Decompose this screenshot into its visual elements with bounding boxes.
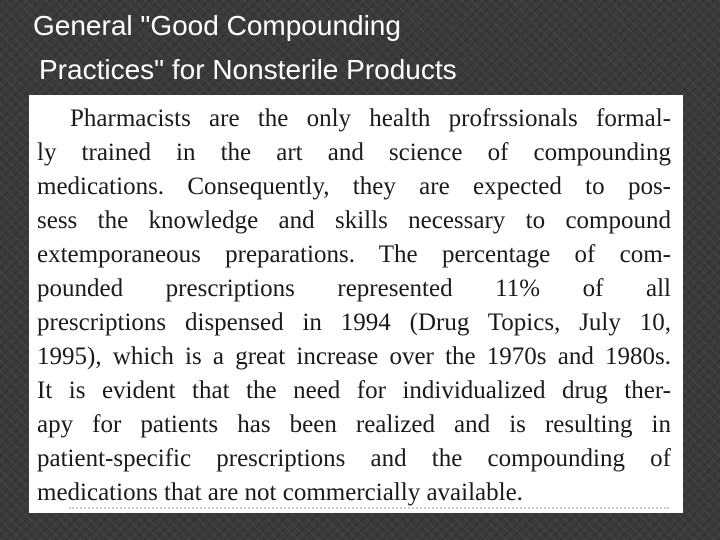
excerpt-line: extemporaneous preparations. The percent… — [37, 241, 671, 268]
excerpt-line: medications. Consequently, they are expe… — [37, 173, 671, 200]
cropped-next-line-divider — [69, 507, 669, 513]
scanned-text-excerpt: Pharmacists are the only health profrssi… — [29, 95, 683, 513]
excerpt-line: apy for patients has been realized and i… — [37, 411, 671, 438]
excerpt-line: patient-specific prescriptions and the c… — [37, 445, 671, 472]
excerpt-line: sess the knowledge and skills necessary … — [37, 207, 671, 234]
excerpt-line: prescriptions dispensed in 1994 (Drug To… — [37, 309, 671, 336]
excerpt-line: 1995), which is a great increase over th… — [37, 343, 671, 370]
slide-title-line-1: General "Good Compounding — [33, 10, 401, 41]
excerpt-line: medications that are not commercially av… — [37, 479, 523, 506]
excerpt-line: pounded prescriptions represented 11% of… — [37, 275, 671, 302]
excerpt-line: Pharmacists are the only health profrssi… — [70, 105, 671, 132]
slide-title: General "Good Compounding Practices" for… — [33, 4, 457, 92]
slide-title-line-2: Practices" for Nonsterile Products — [39, 54, 457, 85]
excerpt-line: It is evident that the need for individu… — [37, 377, 671, 404]
excerpt-line: ly trained in the art and science of com… — [37, 139, 671, 166]
